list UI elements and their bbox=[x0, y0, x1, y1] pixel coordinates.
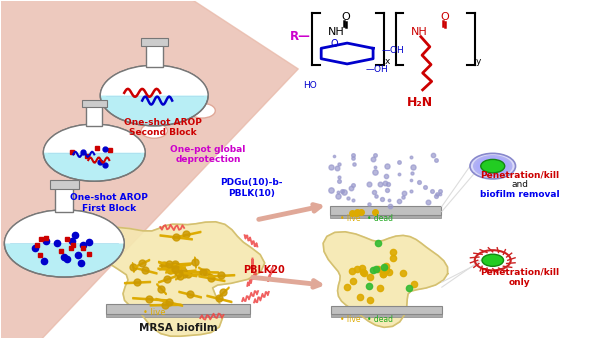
Circle shape bbox=[482, 254, 503, 266]
Wedge shape bbox=[4, 210, 124, 243]
FancyBboxPatch shape bbox=[82, 100, 107, 107]
Text: • dead: • dead bbox=[367, 315, 393, 324]
FancyBboxPatch shape bbox=[146, 44, 163, 67]
Text: —OH: —OH bbox=[382, 46, 405, 55]
FancyBboxPatch shape bbox=[50, 180, 79, 189]
Polygon shape bbox=[331, 314, 442, 317]
Text: H₂N: H₂N bbox=[406, 96, 433, 109]
Circle shape bbox=[101, 65, 208, 126]
FancyBboxPatch shape bbox=[330, 206, 441, 215]
Text: NH: NH bbox=[328, 27, 345, 37]
Text: O: O bbox=[341, 12, 350, 21]
Wedge shape bbox=[101, 65, 208, 96]
Polygon shape bbox=[90, 222, 265, 336]
Text: —OH: —OH bbox=[365, 65, 388, 74]
FancyBboxPatch shape bbox=[106, 304, 250, 314]
Text: HO: HO bbox=[303, 81, 317, 90]
Wedge shape bbox=[43, 124, 145, 153]
FancyBboxPatch shape bbox=[141, 39, 167, 46]
Polygon shape bbox=[330, 215, 441, 218]
Text: R—: R— bbox=[290, 30, 311, 43]
Text: Penetration/kill: Penetration/kill bbox=[480, 267, 559, 277]
Circle shape bbox=[470, 153, 515, 179]
Text: Penetration/kill: Penetration/kill bbox=[480, 170, 559, 179]
Text: O: O bbox=[330, 39, 338, 49]
Text: • live: • live bbox=[340, 315, 361, 324]
FancyBboxPatch shape bbox=[55, 186, 73, 212]
Text: only: only bbox=[509, 278, 530, 287]
Text: One-shot AROP
Second Block: One-shot AROP Second Block bbox=[124, 118, 202, 137]
Text: • dead: • dead bbox=[367, 214, 393, 223]
Text: x: x bbox=[385, 57, 390, 66]
Text: • live: • live bbox=[340, 214, 361, 223]
Circle shape bbox=[43, 124, 145, 181]
Text: y: y bbox=[476, 57, 482, 66]
Circle shape bbox=[141, 123, 167, 138]
Text: PDGu(10)-b-
PBLK(10): PDGu(10)-b- PBLK(10) bbox=[220, 178, 283, 198]
FancyBboxPatch shape bbox=[87, 105, 102, 126]
Circle shape bbox=[189, 103, 216, 118]
Circle shape bbox=[476, 157, 509, 176]
Text: NH: NH bbox=[411, 27, 427, 37]
Circle shape bbox=[481, 159, 504, 173]
Circle shape bbox=[473, 155, 512, 177]
Text: One-pot global
deprotection: One-pot global deprotection bbox=[170, 145, 246, 164]
Text: One-shot AROP
First Block: One-shot AROP First Block bbox=[70, 194, 148, 213]
Polygon shape bbox=[323, 232, 448, 327]
FancyArrowPatch shape bbox=[0, 0, 298, 339]
Polygon shape bbox=[106, 314, 250, 317]
Circle shape bbox=[4, 210, 124, 277]
FancyBboxPatch shape bbox=[331, 306, 442, 314]
Text: and: and bbox=[511, 180, 528, 189]
Text: PBLK20: PBLK20 bbox=[243, 265, 285, 275]
Text: biofilm removal: biofilm removal bbox=[480, 190, 559, 199]
Text: • live: • live bbox=[143, 308, 166, 317]
Text: MRSA biofilm: MRSA biofilm bbox=[139, 322, 217, 333]
Text: O: O bbox=[441, 12, 449, 21]
